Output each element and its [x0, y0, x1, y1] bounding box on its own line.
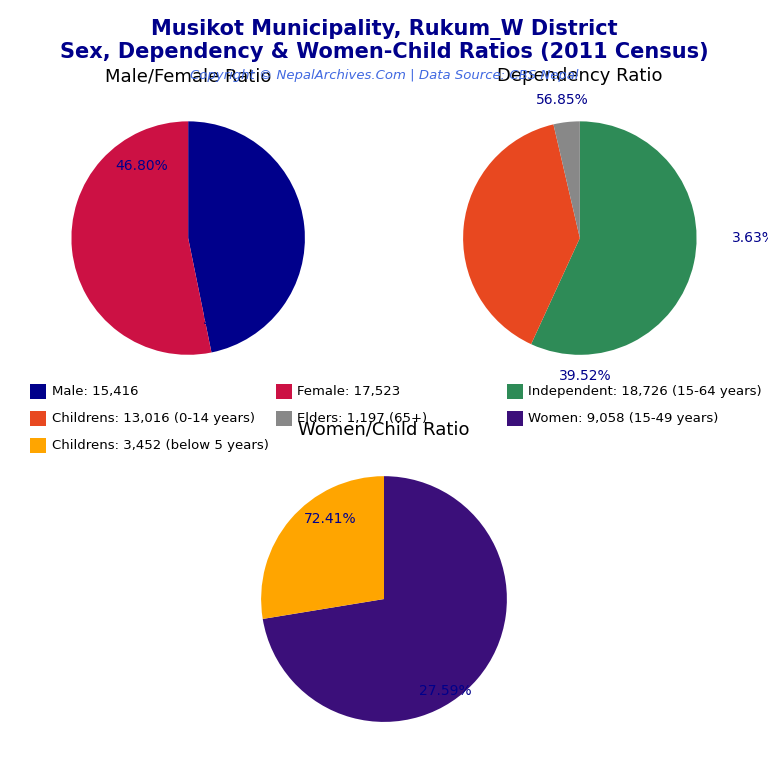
Bar	[507, 384, 522, 399]
Text: 56.85%: 56.85%	[536, 94, 589, 108]
Wedge shape	[71, 121, 211, 355]
Text: Female: 17,523: Female: 17,523	[297, 385, 401, 398]
Wedge shape	[261, 476, 384, 619]
Bar	[30, 411, 46, 426]
Text: Copyright © NepalArchives.Com | Data Source: CBS Nepal: Copyright © NepalArchives.Com | Data Sou…	[190, 69, 578, 82]
Bar	[276, 411, 292, 426]
Wedge shape	[263, 476, 507, 722]
Text: Elders: 1,197 (65+): Elders: 1,197 (65+)	[297, 412, 428, 425]
Bar	[30, 438, 46, 453]
Bar	[30, 384, 46, 399]
Wedge shape	[188, 121, 305, 353]
Wedge shape	[463, 124, 580, 344]
Wedge shape	[531, 121, 697, 355]
Title: Male/Female Ratio: Male/Female Ratio	[105, 67, 271, 85]
Text: Childrens: 13,016 (0-14 years): Childrens: 13,016 (0-14 years)	[52, 412, 255, 425]
Text: Male: 15,416: Male: 15,416	[52, 385, 138, 398]
Text: Childrens: 3,452 (below 5 years): Childrens: 3,452 (below 5 years)	[52, 439, 269, 452]
Bar	[276, 384, 292, 399]
Text: 27.59%: 27.59%	[419, 684, 472, 698]
Text: 72.41%: 72.41%	[304, 512, 357, 526]
Text: Independent: 18,726 (15-64 years): Independent: 18,726 (15-64 years)	[528, 385, 762, 398]
Text: 46.80%: 46.80%	[116, 159, 168, 173]
Text: 53.20%: 53.20%	[203, 313, 255, 327]
Text: 3.63%: 3.63%	[732, 231, 768, 245]
Text: Women: 9,058 (15-49 years): Women: 9,058 (15-49 years)	[528, 412, 719, 425]
Text: 39.52%: 39.52%	[559, 369, 612, 382]
Text: Musikot Municipality, Rukum_W District: Musikot Municipality, Rukum_W District	[151, 19, 617, 40]
Title: Women/Child Ratio: Women/Child Ratio	[298, 420, 470, 439]
Text: Sex, Dependency & Women-Child Ratios (2011 Census): Sex, Dependency & Women-Child Ratios (20…	[60, 42, 708, 62]
Title: Dependency Ratio: Dependency Ratio	[497, 67, 663, 85]
Bar	[507, 411, 522, 426]
Wedge shape	[554, 121, 580, 238]
